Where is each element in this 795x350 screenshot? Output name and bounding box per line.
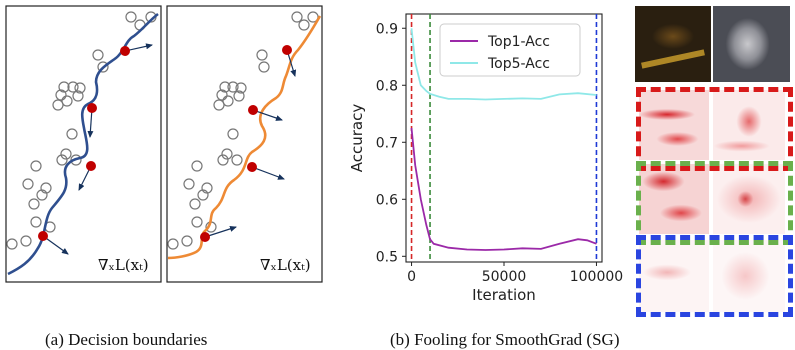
border-red	[636, 87, 793, 171]
gradient-label-left: ∇ₓL(xₜ)	[98, 256, 149, 274]
dog-photo	[713, 6, 790, 82]
heatmap-row-blue-right	[713, 240, 785, 312]
ytick-label-0: 0.5	[376, 249, 398, 265]
xtick-label-2: 100000	[570, 269, 623, 285]
xtick-label-1: 50000	[482, 269, 527, 285]
heatmap-row-green-left	[639, 164, 709, 234]
dark-scene-photo	[635, 6, 711, 82]
ytick-label-2: 0.7	[376, 135, 398, 151]
left-sample-circles	[6, 11, 157, 250]
ytick-label-4: 0.9	[376, 21, 398, 37]
border-green	[636, 161, 793, 245]
series-line-1	[410, 28, 597, 101]
x-axis-label: Iteration	[472, 286, 536, 304]
caption-b: (b) Fooling for SmoothGrad (SG)	[390, 330, 620, 349]
accuracy-line-chart: 0.5 0.6 0.7 0.8 0.9 0 50000 100000 Iteration Accu…	[348, 13, 623, 304]
heatmap-row-red-right	[713, 90, 785, 160]
left-adversarial-points	[38, 43, 153, 255]
ytick-label-3: 0.8	[376, 78, 398, 94]
ytick-label-1: 0.6	[376, 192, 398, 208]
gradient-label-right: ∇ₓL(xₜ)	[260, 256, 311, 274]
series-line-0	[410, 127, 597, 251]
decision-boundaries-figure	[5, 5, 323, 283]
left-subpanel-frame	[5, 5, 162, 283]
xtick-label-0: 0	[407, 269, 416, 285]
y-axis-label: Accuracy	[348, 104, 366, 173]
legend-label-1: Top5-Acc	[487, 56, 550, 72]
right-adversarial-points	[200, 45, 297, 242]
right-sample-circles	[167, 11, 319, 250]
border-blue	[636, 235, 793, 317]
image-grid	[635, 6, 793, 317]
heatmap-row-red-left	[639, 90, 709, 160]
legend-label-0: Top1-Acc	[487, 34, 550, 50]
heatmap-row-green-right	[713, 164, 785, 234]
heatmap-row-blue-left	[639, 240, 709, 312]
caption-a: (a) Decision boundaries	[45, 330, 208, 349]
